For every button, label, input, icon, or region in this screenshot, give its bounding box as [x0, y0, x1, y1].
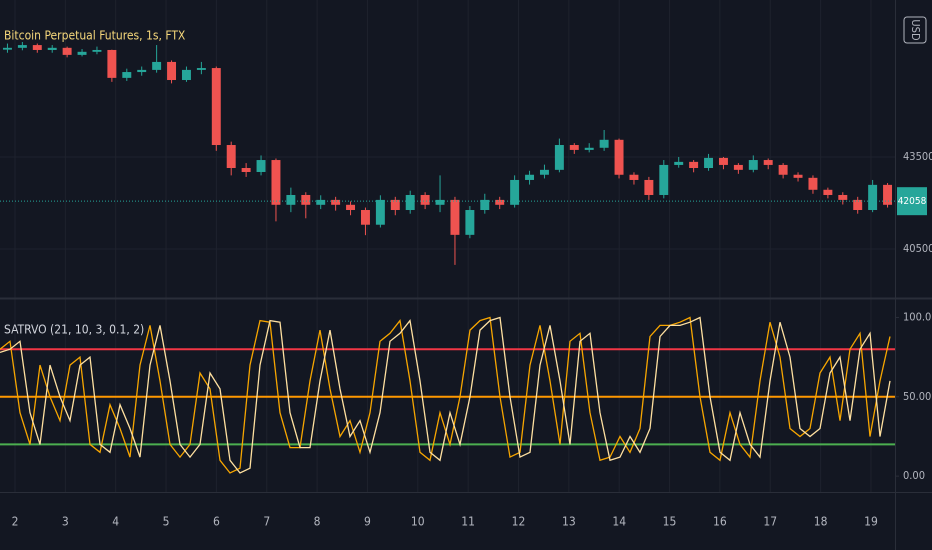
x-tick-label: 11: [461, 515, 475, 529]
x-tick-label: 10: [411, 515, 425, 529]
candle-body: [256, 160, 266, 172]
x-tick-label: 2: [12, 515, 19, 529]
candle-body: [152, 61, 162, 70]
candle-body: [480, 199, 490, 211]
x-tick-label: 7: [263, 515, 270, 529]
y-tick-label: 40500: [903, 242, 932, 255]
candle-body: [92, 49, 102, 52]
candle-body: [465, 210, 475, 235]
candle-body: [405, 194, 415, 211]
x-tick-label: 14: [612, 515, 626, 529]
x-tick-label: 6: [213, 515, 220, 529]
candle-body: [196, 68, 206, 70]
candle-body: [868, 184, 878, 211]
candle-body: [107, 49, 117, 78]
y-tick-label: 43500: [903, 150, 932, 163]
currency-box[interactable]: [903, 16, 927, 44]
indicator-title: SATRVO (21, 10, 3, 0.1, 2): [4, 323, 144, 337]
candle-body: [704, 157, 714, 169]
candle-body: [286, 194, 296, 205]
last-price-box: [897, 187, 927, 216]
x-tick-label: 16: [713, 515, 727, 529]
candle-body: [614, 139, 624, 175]
x-tick-label: 4: [112, 515, 119, 529]
candle-body: [763, 160, 773, 165]
candle-body: [584, 147, 594, 150]
x-tick-label: 15: [663, 515, 677, 529]
candle-body: [331, 199, 341, 205]
x-tick-label: 19: [864, 515, 878, 529]
candle-body: [137, 69, 147, 73]
last-price-label: 42058: [898, 196, 927, 207]
x-tick-label: 18: [814, 515, 828, 529]
candle-body: [390, 199, 400, 211]
candle-body: [271, 160, 281, 205]
y-tick-label: 100.00: [903, 310, 932, 323]
candle-body: [450, 199, 460, 235]
candle-body: [77, 51, 87, 55]
y-tick-label: 0.00: [903, 469, 925, 482]
candle-body: [181, 69, 191, 81]
candle-body: [674, 161, 684, 165]
candle-body: [539, 169, 549, 175]
candle-body: [793, 174, 803, 178]
candle-body: [47, 47, 57, 50]
candle-body: [32, 45, 42, 50]
candle-body: [167, 61, 177, 81]
x-tick-label: 5: [163, 515, 170, 529]
x-tick-label: 13: [562, 515, 576, 529]
candle-body: [211, 68, 221, 146]
candle-body: [748, 160, 758, 170]
candle-body: [510, 179, 520, 205]
candle-body: [2, 47, 12, 50]
candle-body: [435, 199, 445, 205]
x-tick-label: 3: [62, 515, 69, 529]
candle-body: [718, 157, 728, 165]
currency[interactable]: USD: [909, 19, 922, 41]
candle-body: [241, 168, 251, 172]
candle-body: [599, 139, 609, 148]
oscillator-line: [0, 316, 891, 474]
candle-body: [316, 199, 326, 205]
candle-body: [808, 177, 818, 190]
candle-body: [569, 145, 579, 150]
x-tick-label: 17: [763, 515, 777, 529]
candle-body: [525, 174, 535, 180]
candle-body: [629, 174, 639, 180]
candle-body: [554, 145, 564, 170]
candle-body: [823, 189, 833, 195]
x-tick-label: 8: [314, 515, 321, 529]
candle-body: [689, 161, 699, 169]
candle-body: [495, 199, 505, 205]
candle-body: [360, 210, 370, 225]
candle-body: [346, 204, 356, 211]
x-tick-label: 12: [512, 515, 526, 529]
oscillator-line: [0, 316, 891, 474]
candle-body: [838, 194, 848, 200]
candle-body: [778, 164, 788, 175]
candle-body: [733, 164, 743, 170]
grid: [0, 0, 899, 492]
candle-body: [644, 179, 654, 195]
candle-body: [17, 45, 27, 48]
candle-body: [883, 184, 893, 205]
x-tick-label: 9: [364, 515, 371, 529]
candle-body: [226, 145, 236, 169]
chart-title: Bitcoin Perpetual Futures, 1s, FTX: [4, 29, 186, 43]
candle-body: [659, 164, 669, 195]
candle-body: [853, 199, 863, 211]
candle-body: [301, 194, 311, 205]
candle-body: [375, 199, 385, 225]
y-tick-label: 50.00: [903, 390, 931, 403]
marks: 2 3 4 5 6 7 8 9 10 11 12 13 14 15 16 17 18 19 43500 40500 42…: [0, 42, 932, 529]
candle-body: [420, 194, 430, 205]
candle-body: [62, 47, 72, 55]
candle-body: [122, 72, 132, 78]
